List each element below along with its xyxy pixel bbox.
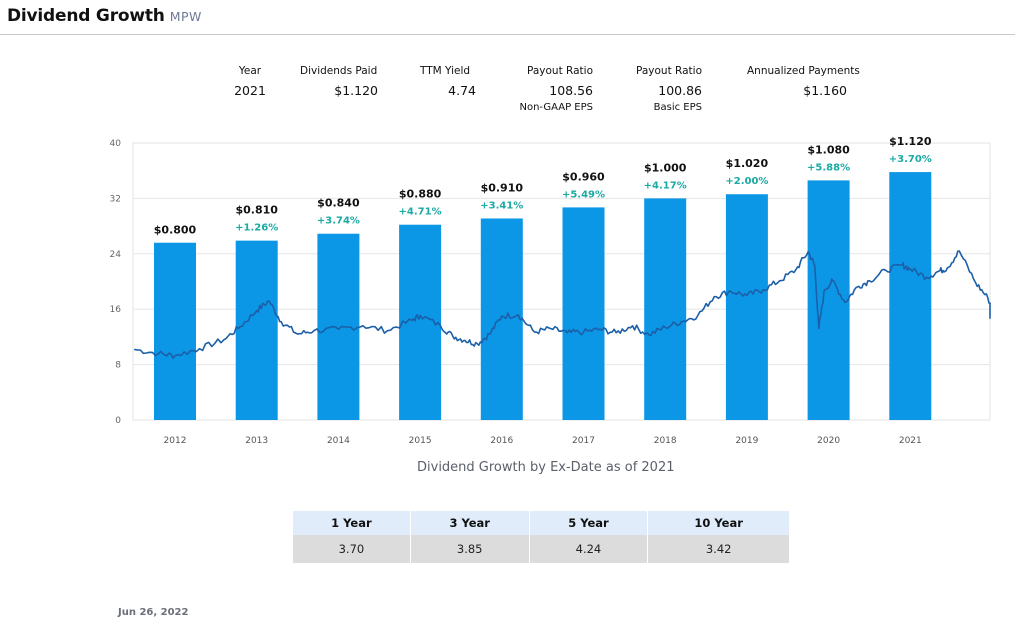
dividend-growth-chart: $0.800 $0.810 +1.26% $0.840 +3.74% $0.880 +4.7… [110, 135, 991, 446]
growth-header-5y: 5 Year [529, 511, 649, 535]
growth-value-1y: 3.70 [293, 535, 411, 563]
bar-value-label: $0.880 [399, 188, 442, 201]
bar [562, 207, 605, 420]
bar-growth-label: +3.74% [317, 216, 360, 227]
bar [889, 172, 932, 420]
growth-value-5y: 4.24 [529, 535, 649, 563]
stat-dividends-paid: Dividends Paid $1.120 [300, 65, 378, 98]
stat-sub: Basic EPS [653, 102, 702, 113]
bar-growth-label: +3.70% [889, 154, 932, 165]
bar [480, 218, 523, 420]
bars [154, 172, 932, 420]
growth-table: 1 Year 3 Year 5 Year 10 Year 3.70 3.85 4… [293, 511, 790, 563]
bar-growth-label: +1.26% [235, 223, 278, 234]
growth-table-row: 3.70 3.85 4.24 3.42 [293, 535, 790, 563]
growth-header-1y: 1 Year [293, 511, 411, 535]
bar [154, 242, 196, 420]
page-title: Dividend Growth MPW [7, 6, 202, 26]
stat-year: Year 2021 [222, 65, 278, 98]
bar-growth-label: +3.41% [480, 200, 523, 211]
y-tick-label: 24 [110, 250, 122, 260]
x-tick-label: 2021 [899, 436, 922, 446]
stat-annualized-payments: Annualized Payments $1.160 [747, 65, 860, 98]
bar-value-label: $0.800 [154, 224, 197, 237]
stat-value: $1.160 [803, 83, 847, 98]
bar-value-label: $0.810 [235, 204, 278, 217]
x-tick-label: 2019 [735, 436, 758, 446]
stat-label: Payout Ratio [527, 65, 593, 77]
bar-value-label: $0.910 [481, 181, 524, 194]
bar [644, 198, 687, 420]
x-tick-label: 2015 [409, 436, 432, 446]
stat-value: 4.74 [448, 83, 476, 98]
stat-sub: Non-GAAP EPS [519, 102, 593, 113]
x-tick-label: 2018 [654, 436, 677, 446]
stat-ttm-yield: TTM Yield 4.74 [420, 65, 476, 98]
x-tick-label: 2020 [817, 436, 840, 446]
x-tick-label: 2014 [327, 436, 350, 446]
y-tick-label: 16 [110, 305, 122, 315]
bar [725, 194, 768, 420]
stat-label: Annualized Payments [747, 65, 860, 77]
price-line [134, 250, 991, 359]
stat-value: 100.86 [658, 83, 702, 98]
x-tick-label: 2016 [490, 436, 513, 446]
stat-value: $1.120 [334, 83, 378, 98]
bar-growth-label: +2.00% [725, 176, 768, 187]
page-header: Dividend Growth MPW [0, 0, 1015, 35]
bar-value-label: $0.960 [562, 170, 605, 183]
growth-value-10y: 3.42 [647, 535, 790, 563]
x-tick-label: 2013 [245, 436, 268, 446]
bar [235, 240, 278, 420]
stat-label: TTM Yield [420, 65, 471, 77]
stat-label: Payout Ratio [636, 65, 702, 77]
as-of-date: Jun 26, 2022 [118, 607, 189, 618]
bar-growth-label: +5.49% [562, 189, 605, 200]
x-tick-label: 2017 [572, 436, 595, 446]
stat-value: 108.56 [549, 83, 593, 98]
y-tick-label: 32 [110, 194, 121, 204]
y-tick-label: 8 [115, 361, 121, 371]
growth-header-10y: 10 Year [647, 511, 790, 535]
stat-payout-ratio-non-gaap: Payout Ratio 108.56 Non-GAAP EPS [515, 65, 593, 113]
ticker-symbol[interactable]: MPW [169, 9, 202, 24]
bar-value-label: $1.020 [726, 157, 769, 170]
stat-value: 2021 [234, 83, 266, 98]
bar-value-label: $0.840 [317, 197, 360, 210]
bar-growth-label: +5.88% [807, 162, 850, 173]
bar-labels: $0.800 $0.810 +1.26% $0.840 +3.74% $0.880 +4.7… [154, 135, 932, 237]
growth-header-3y: 3 Year [410, 511, 530, 535]
growth-table-header-row: 1 Year 3 Year 5 Year 10 Year [293, 511, 790, 535]
bar-growth-label: +4.17% [644, 180, 687, 191]
bar-growth-label: +4.71% [399, 207, 442, 218]
stat-label: Year [238, 65, 262, 77]
y-axis: 0 8 16 24 32 40 [110, 139, 122, 426]
stat-payout-ratio-basic: Payout Ratio 100.86 Basic EPS [630, 65, 702, 113]
y-tick-label: 40 [110, 139, 122, 149]
bar-value-label: $1.120 [889, 135, 932, 148]
x-tick-label: 2012 [164, 436, 187, 446]
bar-value-label: $1.080 [807, 143, 850, 156]
price-line-path [134, 250, 991, 359]
stat-label: Dividends Paid [300, 65, 378, 77]
y-tick-label: 0 [115, 416, 121, 426]
bar [317, 233, 360, 420]
x-axis: 2012 2013 2014 2015 2016 2017 2018 2019 2020 2021 [164, 436, 922, 446]
chart-caption: Dividend Growth by Ex-Date as of 2021 [417, 460, 675, 475]
growth-value-3y: 3.85 [410, 535, 530, 563]
bar-value-label: $1.000 [644, 161, 687, 174]
